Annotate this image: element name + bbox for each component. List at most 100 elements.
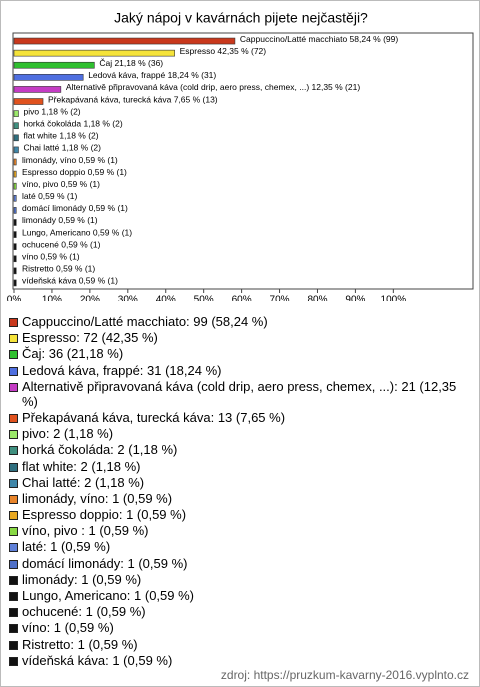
- legend-label: ochucené: 1 (0,59 %): [22, 604, 146, 620]
- legend-item: víno: 1 (0,59 %): [9, 620, 471, 635]
- bar-label: Ristretto 0,59 % (1): [22, 264, 95, 274]
- bar: [13, 98, 44, 105]
- legend-item: Espresso doppio: 1 (0,59 %): [9, 507, 471, 522]
- legend-item: pivo: 2 (1,18 %): [9, 426, 471, 441]
- x-tick-label: 100%: [381, 295, 407, 301]
- legend-swatch: [9, 350, 18, 360]
- legend-label: Ristretto: 1 (0,59 %): [22, 636, 138, 652]
- bar-label: limonády 0,59 % (1): [22, 215, 98, 225]
- bar: [13, 158, 17, 166]
- bar-label: Espresso doppio 0,59 % (1): [22, 167, 127, 177]
- legend-swatch: [9, 543, 18, 553]
- bar: [13, 231, 17, 238]
- legend-label: Lungo, Americano: 1 (0,59 %): [22, 588, 194, 603]
- legend-label: Cappuccino/Latté macchiato: 99 (58,24 %): [22, 314, 268, 329]
- bar: [13, 86, 62, 93]
- bar-label: Espresso 42,35 % (72): [180, 46, 267, 56]
- legend-label: Alternativě připravovaná káva (cold drip…: [22, 378, 457, 409]
- bar: [13, 134, 19, 142]
- bar-label: Ledová káva, frappé 18,24 % (31): [88, 70, 216, 80]
- legend-item: flat white: 2 (1,18 %): [9, 459, 471, 474]
- legend-label: laté: 1 (0,59 %): [22, 539, 111, 555]
- legend-swatch: [9, 366, 18, 376]
- legend-swatch: [9, 478, 18, 488]
- bar: [13, 182, 17, 190]
- legend-swatch: [9, 608, 18, 618]
- legend-item: domácí limonády: 1 (0,59 %): [9, 556, 471, 571]
- bar-label: víno 0,59 % (1): [22, 252, 80, 262]
- x-tick-label: 90%: [345, 295, 365, 301]
- bar-label: horká čokoláda 1,18 % (2): [23, 118, 122, 128]
- legend-label: víno: 1 (0,59 %): [22, 620, 114, 636]
- legend-item: Ledová káva, frappé: 31 (18,24 %): [9, 363, 471, 378]
- legend-label: horká čokoláda: 2 (1,18 %): [22, 442, 178, 458]
- legend-item: ochucené: 1 (0,59 %): [9, 604, 471, 619]
- bar: [13, 49, 175, 57]
- bar: [13, 219, 17, 226]
- legend-item: Chai latté: 2 (1,18 %): [9, 475, 471, 490]
- legend-label: flat white: 2 (1,18 %): [22, 458, 141, 474]
- legend-label: vídeňská káva: 1 (0,59 %): [22, 652, 173, 668]
- bar-label: laté 0,59 % (1): [22, 191, 77, 201]
- legend-item: laté: 1 (0,59 %): [9, 539, 471, 554]
- legend-swatch: [9, 382, 18, 392]
- bar: [13, 74, 84, 81]
- chart: Jaký nápoj v kavárnách pijete nejčastěji…: [7, 10, 474, 301]
- bar: [13, 61, 95, 69]
- legend-swatch: [9, 624, 18, 634]
- legend-swatch: [9, 413, 18, 423]
- bar-label: Překapávaná káva, turecká káva 7,65 % (1…: [48, 94, 218, 104]
- legend-item: Cappuccino/Latté macchiato: 99 (58,24 %): [9, 314, 471, 329]
- legend-swatch: [9, 494, 18, 504]
- legend-item: Překapávaná káva, turecká káva: 13 (7,65…: [9, 410, 471, 425]
- bar: [13, 243, 17, 250]
- bar: [13, 194, 17, 202]
- legend-label: domácí limonády: 1 (0,59 %): [22, 555, 188, 571]
- bar-label: limonády, víno 0,59 % (1): [22, 155, 118, 165]
- legend-item: Espresso: 72 (42,35 %): [9, 330, 471, 345]
- legend-item: víno, pivo : 1 (0,59 %): [9, 523, 471, 538]
- x-tick-label: 20%: [80, 295, 100, 301]
- legend-swatch: [9, 575, 18, 585]
- legend-label: Ledová káva, frappé: 31 (18,24 %): [22, 362, 222, 378]
- bar: [13, 122, 19, 130]
- legend-swatch: [9, 640, 18, 650]
- legend-swatch: [9, 527, 18, 537]
- legend-item: horká čokoláda: 2 (1,18 %): [9, 442, 471, 457]
- chart-title: Jaký nápoj v kavárnách pijete nejčastěji…: [114, 10, 368, 26]
- legend-item: Ristretto: 1 (0,59 %): [9, 637, 471, 652]
- bar-label: ochucené 0,59 % (1): [22, 239, 101, 249]
- legend: Cappuccino/Latté macchiato: 99 (58,24 %)…: [9, 314, 471, 669]
- bar-label: Chai latté 1,18 % (2): [23, 143, 101, 153]
- bar-label: Cappuccino/Latté macchiato 58,24 % (99): [240, 34, 398, 44]
- legend-swatch: [9, 446, 18, 456]
- legend-label: Espresso doppio: 1 (0,59 %): [22, 507, 187, 523]
- bar-label: Čaj 21,18 % (36): [99, 58, 163, 68]
- bar-label: pivo 1,18 % (2): [23, 106, 80, 116]
- bar: [13, 170, 17, 178]
- x-tick-label: 70%: [270, 295, 290, 301]
- bar: [13, 110, 19, 117]
- legend-label: limonády: 1 (0,59 %): [22, 571, 142, 587]
- legend-swatch: [9, 656, 18, 666]
- legend-label: pivo: 2 (1,18 %): [22, 426, 114, 442]
- x-tick-label: 80%: [307, 295, 327, 301]
- x-tick-label: 60%: [232, 295, 252, 301]
- legend-swatch: [9, 462, 18, 472]
- legend-label: Chai latté: 2 (1,18 %): [22, 474, 145, 490]
- x-tick-label: 10%: [42, 295, 62, 301]
- bar-label: Alternativě připravovaná káva (cold drip…: [66, 82, 361, 92]
- legend-label: Čaj: 36 (21,18 %): [22, 346, 124, 362]
- legend-swatch: [9, 592, 18, 601]
- bar-label: domácí limonády 0,59 % (1): [22, 203, 128, 213]
- bar: [13, 146, 19, 154]
- x-tick-label: 40%: [156, 295, 176, 301]
- source: zdroj: https://pruzkum-kavarny-2016.vypl…: [220, 668, 469, 682]
- plot-frame: [12, 32, 474, 290]
- legend-label: Překapávaná káva, turecká káva: 13 (7,65…: [22, 409, 286, 425]
- legend-swatch: [9, 559, 18, 569]
- legend-item: Lungo, Americano: 1 (0,59 %): [9, 588, 471, 603]
- x-tick-label: 0%: [7, 295, 22, 301]
- legend-label: limonády, víno: 1 (0,59 %): [22, 490, 173, 506]
